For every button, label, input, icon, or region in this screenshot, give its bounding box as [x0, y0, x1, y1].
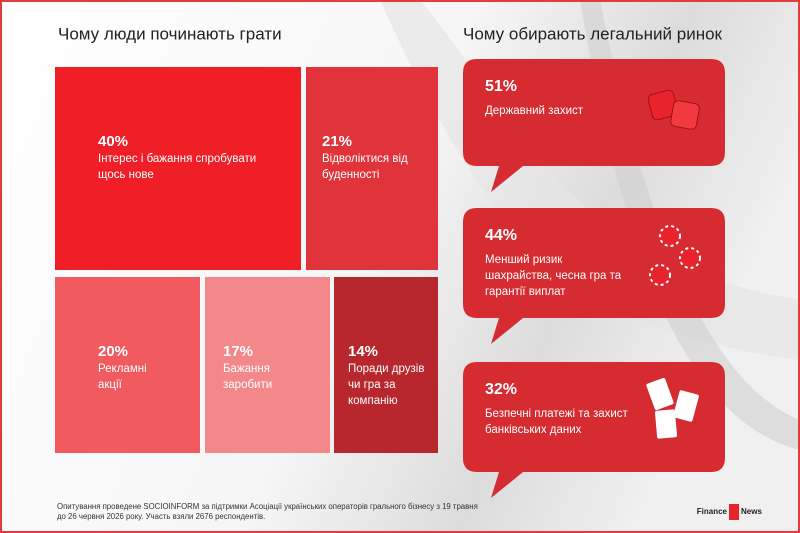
- tile-label: Бажання: [223, 363, 270, 375]
- tile: [55, 277, 200, 453]
- tile-value: 20%: [98, 343, 128, 360]
- tile-value: 21%: [322, 133, 352, 150]
- reason-label: Менший ризик: [485, 254, 563, 266]
- reason-label: шахрайства, чесна гра та: [485, 270, 622, 282]
- footer-note: до 26 червня 2026 року. Участь взяли 267…: [57, 512, 265, 521]
- tile-label: заробити: [223, 379, 272, 391]
- tile-label: щось нове: [98, 169, 154, 181]
- tile: [334, 277, 438, 453]
- tile: [55, 67, 301, 270]
- card-icon: [673, 390, 699, 422]
- logo-mark: [729, 504, 739, 520]
- reason-label: гарантії виплат: [485, 286, 566, 298]
- reason-bubble: [463, 208, 725, 344]
- reasons-title: Чому обирають легальний ринок: [463, 24, 723, 43]
- tile-label: чи гра за: [348, 379, 396, 391]
- logo-text: Finance: [697, 507, 728, 516]
- reason-label: Безпечні платежі та захист: [485, 408, 629, 420]
- tile-value: 17%: [223, 343, 253, 360]
- reason-value: 44%: [485, 227, 517, 244]
- tile-value: 14%: [348, 343, 378, 360]
- swirl: [580, 0, 800, 450]
- logo-text: News: [741, 507, 762, 516]
- tile-label: Рекламні: [98, 363, 147, 375]
- icons: [646, 89, 701, 439]
- footer-note: Опитування проведене SOCIOINFORM за підт…: [57, 502, 478, 511]
- treemap-title: Чому люди починають грати: [58, 24, 282, 43]
- chip-icon: [649, 264, 671, 286]
- tile-label: Поради друзів: [348, 363, 424, 375]
- reason-label: Державний захист: [485, 105, 584, 117]
- chip-icon: [659, 225, 681, 247]
- reason-value: 32%: [485, 381, 517, 398]
- tile-label: буденності: [322, 169, 379, 181]
- card-icon: [654, 409, 678, 439]
- tile-label: акції: [98, 379, 123, 391]
- tile-value: 40%: [98, 133, 128, 150]
- tile: [306, 67, 438, 270]
- reason-label: банківських даних: [485, 424, 582, 436]
- chip-icon: [679, 247, 701, 269]
- card-icon: [646, 377, 674, 411]
- tile-label: Відволіктися від: [322, 153, 408, 165]
- dice-icon: [670, 100, 700, 130]
- footer: Опитування проведене SOCIOINFORM за підт…: [57, 502, 762, 521]
- reason-value: 51%: [485, 78, 517, 95]
- tile-label: Інтерес і бажання спробувати: [98, 153, 256, 165]
- treemap: 40% Інтерес і бажання спробувати щось нове…: [55, 67, 438, 453]
- tile: [205, 277, 330, 453]
- tile-label: компанію: [348, 395, 398, 407]
